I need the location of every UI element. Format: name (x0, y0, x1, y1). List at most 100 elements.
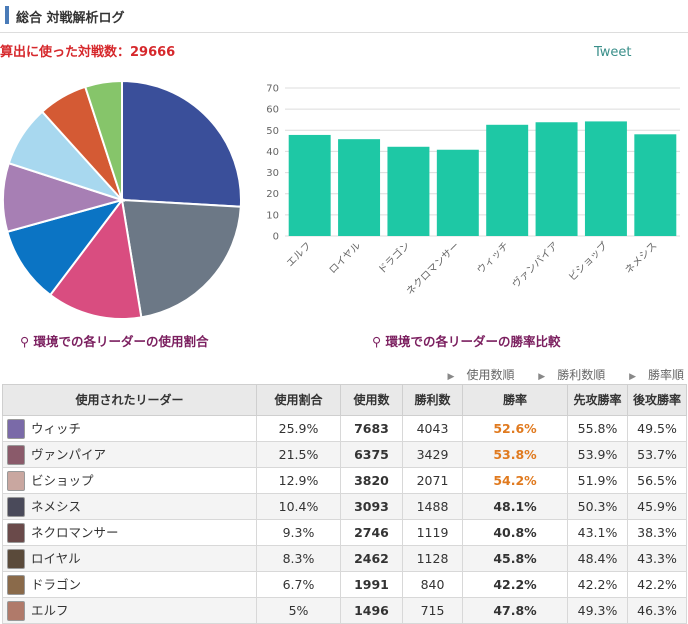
share-cell-text: 8.3% (282, 551, 315, 566)
share-cell-text: 21.5% (278, 447, 319, 462)
bar[interactable] (486, 124, 529, 236)
x-tick-label: ロイヤル (327, 240, 363, 276)
leader-avatar (7, 419, 25, 440)
second-rate-cell-text: 56.5% (637, 473, 677, 488)
first-rate-cell-text: 48.4% (577, 551, 618, 566)
first-rate-cell-text: 55.8% (577, 421, 618, 436)
triangle-right-icon: ▶ (447, 372, 455, 382)
rate-cell-text: 40.8% (493, 525, 537, 540)
second-rate-cell: 45.9% (627, 493, 687, 520)
tweet-link[interactable]: Tweet (594, 45, 632, 60)
map-pin-icon: ⚲ (20, 334, 30, 349)
rate-cell-text: 45.8% (493, 551, 537, 566)
rate-cell: 47.8% (462, 597, 568, 624)
share-cell: 12.9% (256, 467, 341, 494)
col-header-first-rate[interactable]: 先攻勝率 (567, 384, 628, 416)
table-row: ヴァンパイア 21.5% 6375 3429 53.8% 53.9% 53.7% (2, 441, 687, 468)
bar[interactable] (634, 134, 677, 236)
leader-cell: ネクロマンサー (2, 519, 257, 546)
col-header-wins[interactable]: 勝利数 (402, 384, 463, 416)
rate-cell-text: 53.8% (493, 447, 537, 462)
bar[interactable] (387, 146, 430, 236)
share-cell-text: 25.9% (278, 421, 319, 436)
second-rate-cell: 49.5% (627, 415, 687, 442)
leader-cell-text: ウィッチ (31, 420, 82, 436)
uses-cell-text: 6375 (354, 447, 389, 462)
map-pin-icon: ⚲ (372, 334, 382, 349)
leader-stats-table: 使用されたリーダー 使用割合 使用数 勝利数 勝率 先攻勝率 後攻勝率 ウィッチ… (2, 384, 687, 624)
usage-pie-chart (2, 79, 242, 320)
rate-cell-text: 47.8% (493, 603, 537, 618)
rate-cell: 52.6% (462, 415, 568, 442)
second-rate-cell: 43.3% (627, 545, 687, 572)
pie-slice[interactable] (121, 79, 242, 208)
wins-cell-text: 3429 (416, 447, 449, 462)
y-tick-label: 60 (266, 105, 279, 116)
second-rate-cell: 38.3% (627, 519, 687, 546)
col-header-share[interactable]: 使用割合 (256, 384, 341, 416)
y-tick-label: 40 (266, 147, 279, 158)
y-tick-label: 30 (266, 168, 279, 179)
first-rate-cell-text: 49.3% (577, 603, 618, 618)
bar[interactable] (436, 149, 479, 236)
uses-cell: 6375 (340, 441, 403, 468)
first-rate-cell: 49.3% (567, 597, 628, 624)
bar[interactable] (338, 139, 381, 236)
col-header-leader[interactable]: 使用されたリーダー (2, 384, 257, 416)
leader-cell: エルフ (2, 597, 257, 624)
uses-cell: 1496 (340, 597, 403, 624)
first-rate-cell: 43.1% (567, 519, 628, 546)
wins-cell-text: 840 (420, 577, 445, 592)
table-row: ドラゴン 6.7% 1991 840 42.2% 42.2% 42.2% (2, 571, 687, 598)
leader-cell-text: ドラゴン (31, 576, 82, 592)
uses-cell-text: 7683 (354, 421, 389, 436)
second-rate-cell-text: 53.7% (637, 447, 677, 462)
leader-avatar (7, 601, 25, 622)
sort-by-rate-link[interactable]: ▶ 勝率順 (629, 368, 684, 382)
wins-cell: 1119 (402, 519, 463, 546)
pie-slice[interactable] (6, 198, 125, 297)
uses-cell: 3820 (340, 467, 403, 494)
bar-caption-text: 環境での各リーダーの勝率比較 (385, 334, 561, 349)
page-title: 総合 対戦解析ログ (16, 11, 125, 26)
pie-slice[interactable] (83, 79, 123, 201)
uses-cell-text: 3093 (354, 499, 389, 514)
table-row: ネメシス 10.4% 3093 1488 48.1% 50.3% 45.9% (2, 493, 687, 520)
rate-cell: 40.8% (462, 519, 568, 546)
pie-slice[interactable] (120, 198, 242, 319)
leader-avatar (7, 471, 25, 492)
leader-avatar (7, 549, 25, 570)
rate-cell: 54.2% (462, 467, 568, 494)
table-row: ネクロマンサー 9.3% 2746 1119 40.8% 43.1% 38.3% (2, 519, 687, 546)
uses-cell: 2462 (340, 545, 403, 572)
leader-cell: ロイヤル (2, 545, 257, 572)
y-tick-label: 50 (266, 126, 279, 137)
second-rate-cell: 42.2% (627, 571, 687, 598)
col-header-second-rate[interactable]: 後攻勝率 (627, 384, 687, 416)
share-cell: 25.9% (256, 415, 341, 442)
triangle-right-icon: ▶ (538, 372, 546, 382)
table-row: ビショップ 12.9% 3820 2071 54.2% 51.9% 56.5% (2, 467, 687, 494)
x-tick-label: ネメシス (623, 240, 660, 277)
col-header-uses[interactable]: 使用数 (340, 384, 403, 416)
wins-cell-text: 4043 (416, 421, 449, 436)
uses-cell-text: 1991 (354, 577, 389, 592)
col-header-rate[interactable]: 勝率 (462, 384, 568, 416)
sort-by-wins-link[interactable]: ▶ 勝利数順 (538, 368, 606, 382)
share-cell-text: 5% (288, 603, 309, 618)
triangle-right-icon: ▶ (629, 372, 636, 382)
bar[interactable] (288, 134, 331, 236)
rate-cell-text: 52.6% (493, 421, 537, 436)
wins-cell-text: 715 (420, 603, 445, 618)
sort-by-uses-link[interactable]: ▶ 使用数順 (447, 368, 515, 382)
page-header: 総合 対戦解析ログ (0, 0, 688, 33)
table-header-row: 使用されたリーダー 使用割合 使用数 勝利数 勝率 先攻勝率 後攻勝率 (2, 384, 687, 416)
share-cell-text: 6.7% (282, 577, 315, 592)
bar[interactable] (584, 121, 627, 236)
pie-slice[interactable] (48, 197, 143, 320)
first-rate-cell: 55.8% (567, 415, 628, 442)
table-row: ウィッチ 25.9% 7683 4043 52.6% 55.8% 49.5% (2, 415, 687, 442)
rate-cell: 42.2% (462, 571, 568, 598)
uses-cell-text: 1496 (354, 603, 389, 618)
bar[interactable] (535, 122, 578, 236)
